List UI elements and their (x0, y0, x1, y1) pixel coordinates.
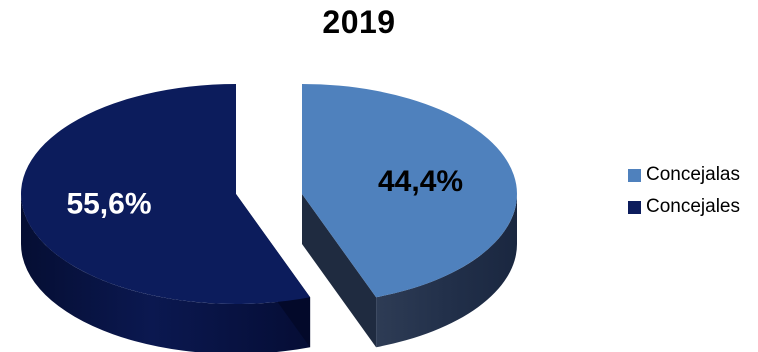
legend-label-concejalas: Concejalas (646, 164, 740, 185)
legend-swatch-concejalas (628, 168, 641, 182)
data-label-concejales: 55,6% (66, 187, 151, 220)
slice-rim-concejalas (376, 194, 517, 348)
slice-side-concejalas (302, 194, 377, 348)
legend-item-concejalas: Concejalas (628, 159, 740, 191)
data-label-concejalas: 44,4% (378, 165, 463, 198)
chart-title: 2019 (322, 4, 396, 40)
legend-swatch-concejales (628, 200, 641, 214)
legend-label-concejales: Concejales (646, 196, 740, 217)
legend: Concejalas Concejales (628, 159, 740, 223)
slice-rim-concejales (21, 194, 311, 352)
slice-concejales (20, 84, 311, 304)
legend-item-concejales: Concejales (628, 191, 740, 223)
slice-concejalas (302, 84, 517, 298)
